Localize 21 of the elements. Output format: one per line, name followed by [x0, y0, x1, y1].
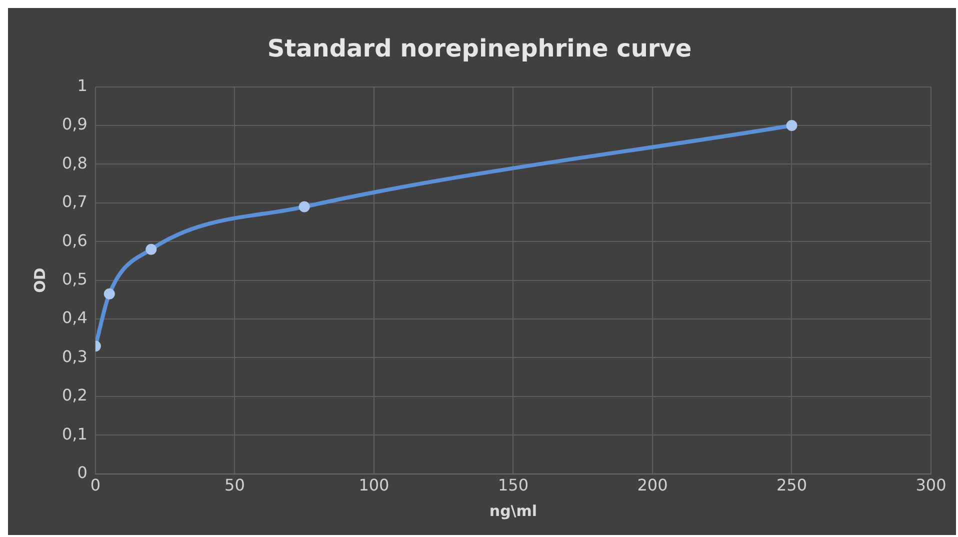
x-tick-label: 300 [916, 476, 946, 495]
x-axis-title: ng\ml [489, 502, 538, 520]
chart-title: Standard norepinephrine curve [267, 34, 692, 63]
y-tick-label: 0,1 [62, 424, 88, 444]
y-tick-label: 0,9 [62, 114, 88, 134]
y-tick-label: 0,6 [62, 230, 88, 250]
x-tick-label: 50 [224, 476, 245, 495]
y-tick-label: 0,8 [62, 153, 88, 172]
y-tick-label: 1 [77, 76, 88, 95]
x-tick-label: 150 [498, 476, 528, 495]
x-tick-label: 250 [776, 476, 808, 495]
y-axis-title: OD [30, 268, 49, 293]
x-tick-label: 200 [637, 476, 668, 495]
y-tick-label: 0,4 [62, 308, 88, 328]
y-tick-label: 0,5 [62, 269, 88, 288]
x-tick-label: 0 [90, 476, 101, 495]
y-tick-label: 0,7 [62, 192, 88, 212]
y-tick-label: 0,3 [62, 346, 88, 366]
x-tick-label: 100 [358, 476, 390, 495]
y-tick-label: 0,2 [62, 386, 88, 405]
y-tick-label: 0 [77, 462, 88, 482]
